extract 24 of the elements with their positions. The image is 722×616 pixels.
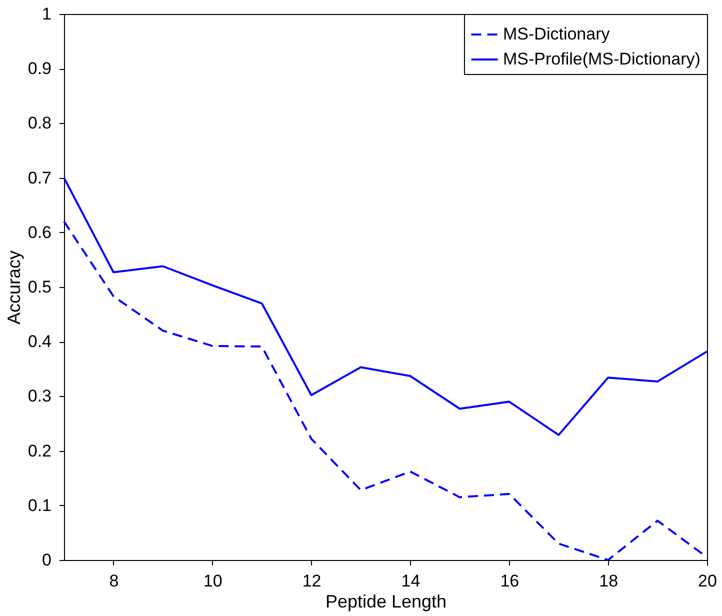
y-tick-label: 0.9 bbox=[28, 59, 52, 78]
x-axis-title: Peptide Length bbox=[325, 592, 447, 612]
line-series bbox=[63, 220, 708, 561]
y-tick-label: 0.8 bbox=[28, 114, 52, 133]
x-tick-label: 16 bbox=[500, 572, 520, 590]
x-tick-label: 8 bbox=[109, 572, 119, 590]
x-tick-label: 14 bbox=[401, 572, 420, 590]
line-series bbox=[63, 176, 708, 436]
y-tick-label: 0.3 bbox=[28, 386, 52, 406]
y-tick-label: 0.5 bbox=[28, 278, 52, 296]
y-tick-label: 1 bbox=[42, 4, 52, 24]
y-tick-label: 0.7 bbox=[28, 168, 52, 188]
x-tick-label: 20 bbox=[698, 572, 717, 590]
y-axis-title: Accuracy bbox=[4, 250, 24, 325]
y-tick-label: 0 bbox=[42, 550, 52, 570]
legend-label: MS-Profile(MS-Dictionary) bbox=[503, 50, 700, 68]
x-tick-label: 12 bbox=[302, 572, 322, 590]
y-tick-label: 0.1 bbox=[28, 496, 52, 515]
y-tick-label: 0.4 bbox=[28, 332, 52, 352]
x-tick-label: 18 bbox=[599, 572, 618, 590]
x-tick-label: 10 bbox=[203, 572, 222, 590]
y-tick-label: 0.2 bbox=[28, 441, 52, 460]
y-tick-label: 0.6 bbox=[28, 222, 52, 242]
legend-label: MS-Dictionary bbox=[503, 24, 610, 44]
